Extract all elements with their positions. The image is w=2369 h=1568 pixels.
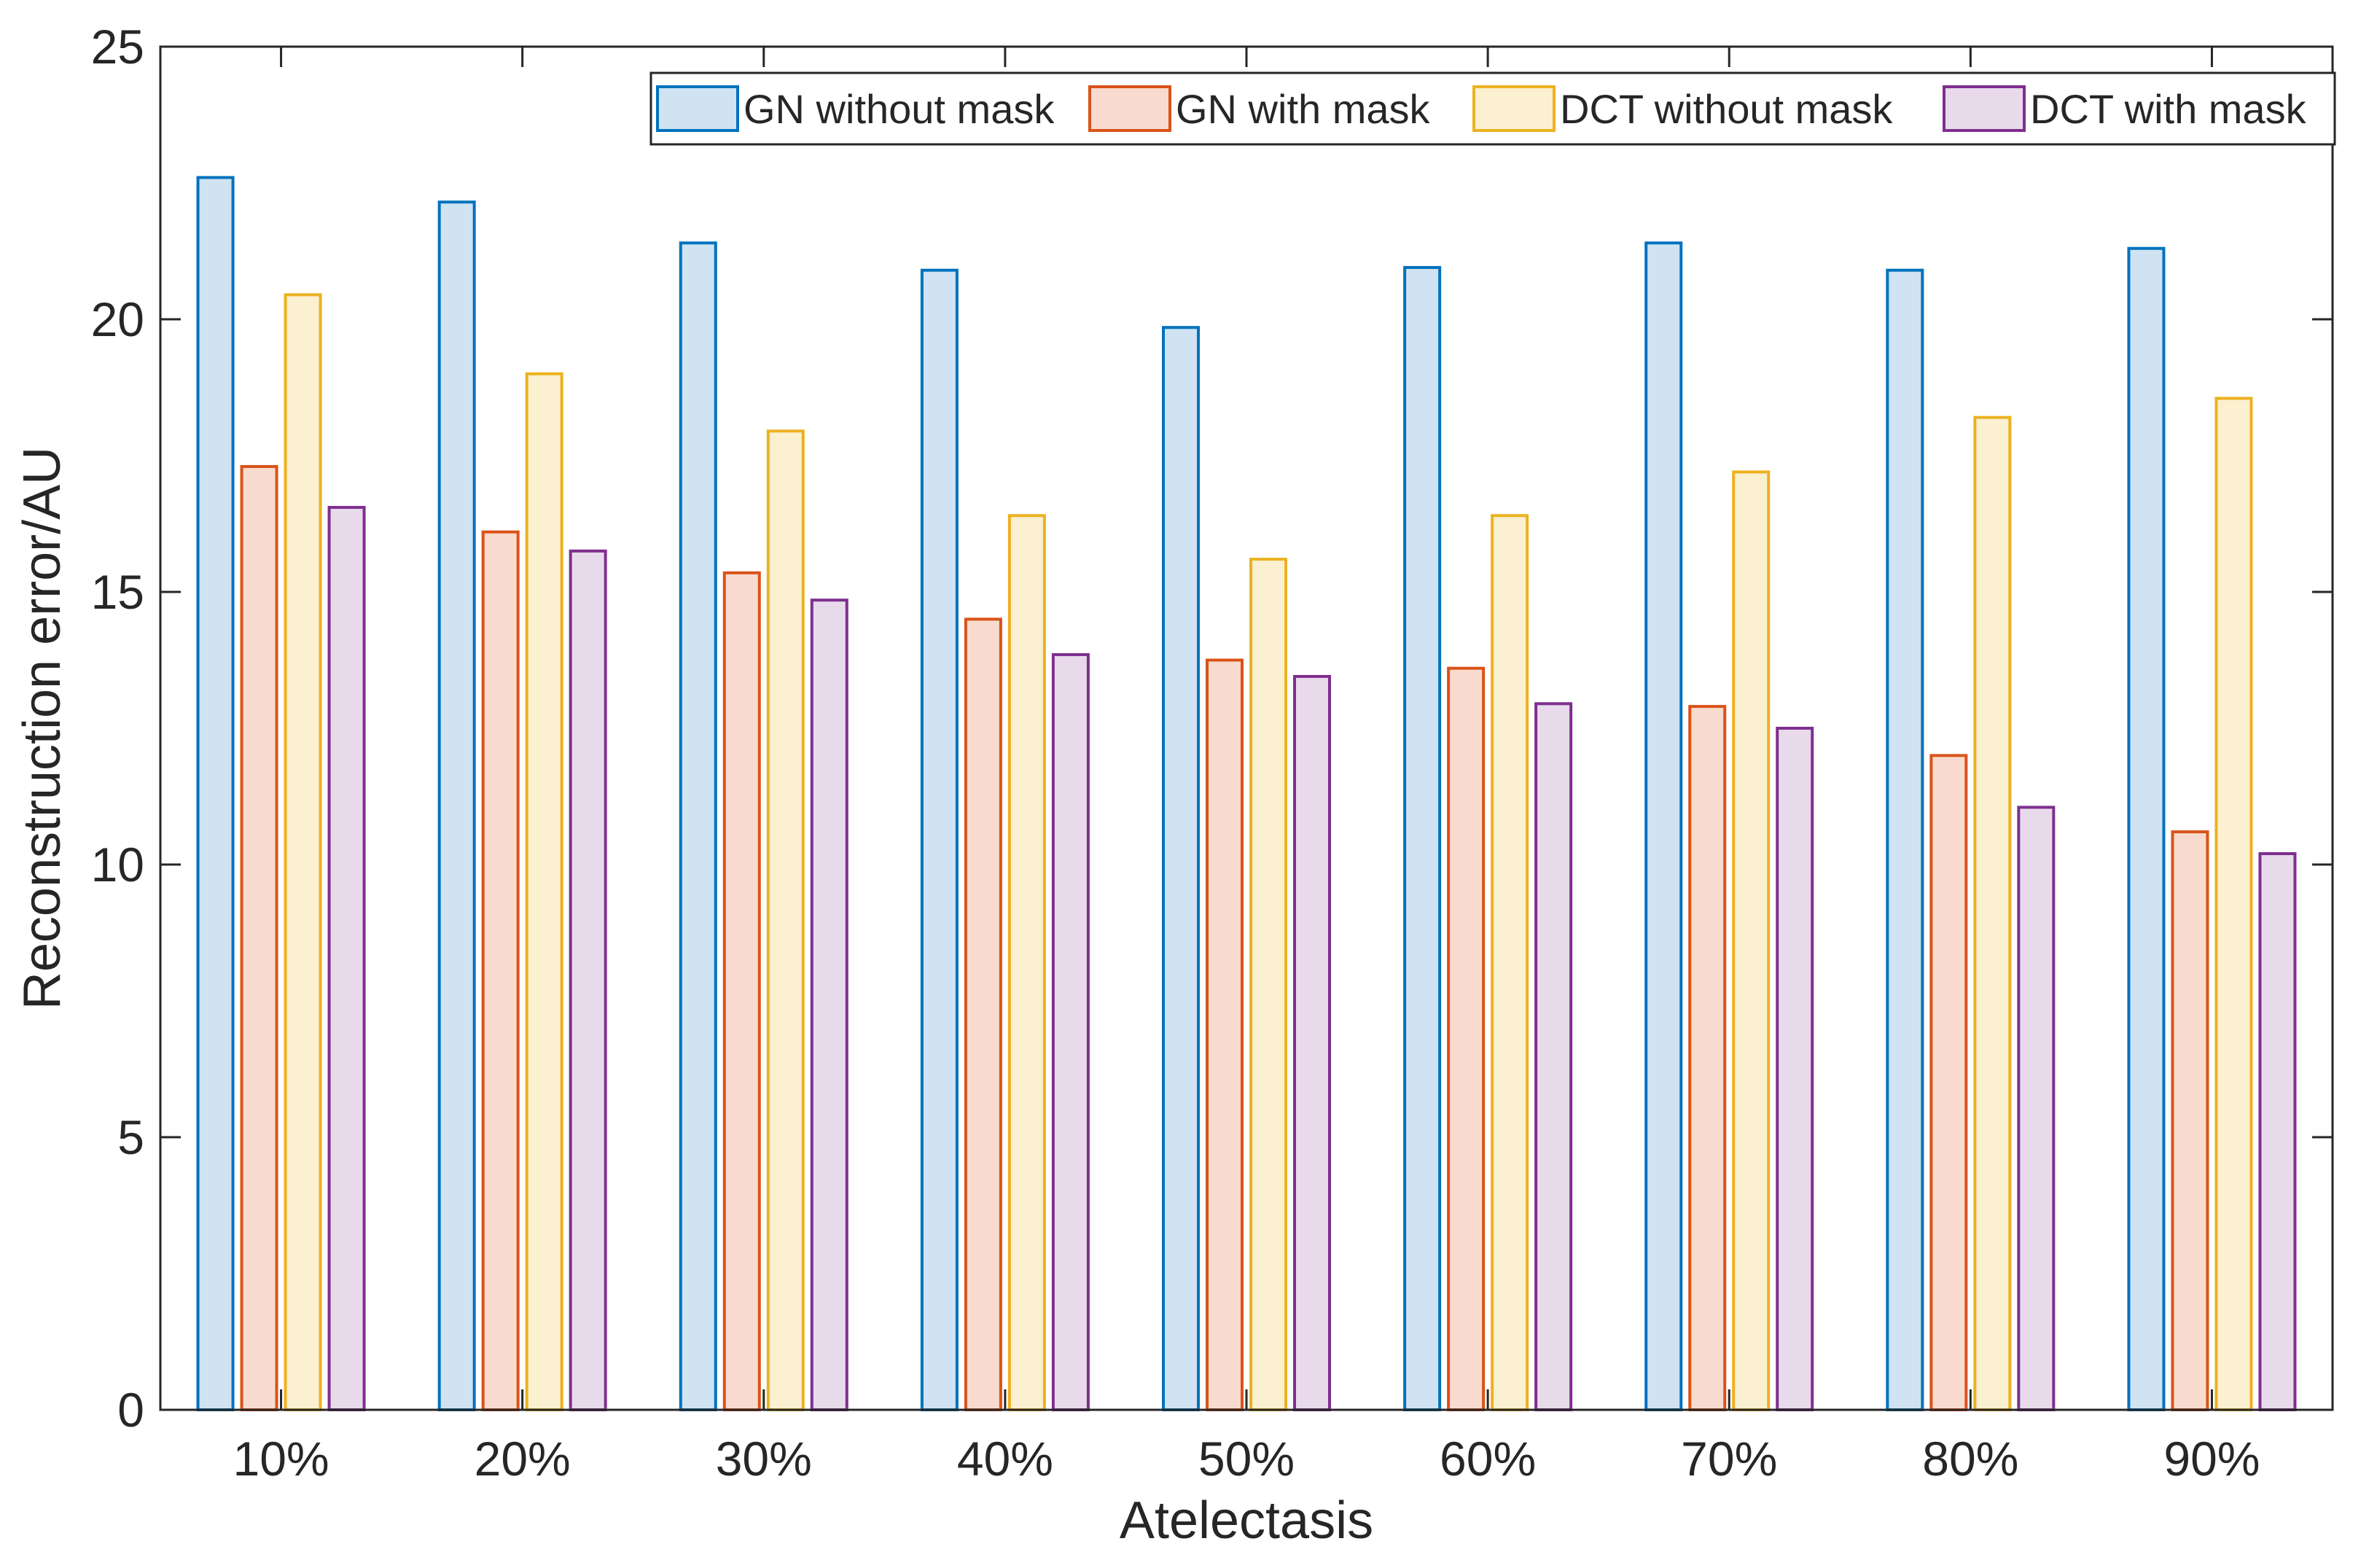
legend-label: DCT with mask	[2030, 86, 2307, 132]
bar-gn-without-mask-40pct	[920, 268, 959, 1411]
bar-dct-with-mask-60pct	[1534, 702, 1573, 1411]
x-tick-label: 20%	[475, 1432, 571, 1486]
bar-gn-with-mask-60pct	[1447, 666, 1486, 1411]
bar-dct-without-mask-50pct	[1249, 558, 1287, 1411]
bar-gn-with-mask-40pct	[964, 617, 1002, 1411]
bar-dct-without-mask-90pct	[2214, 397, 2253, 1412]
bar-gn-without-mask-10pct	[196, 176, 235, 1411]
x-tick-label: 60%	[1440, 1432, 1536, 1486]
x-tick-label: 10%	[233, 1432, 329, 1486]
bar-dct-without-mask-30pct	[766, 429, 805, 1412]
bar-gn-without-mask-60pct	[1403, 265, 1442, 1412]
legend-swatch	[1943, 85, 2026, 132]
bar-gn-with-mask-30pct	[722, 571, 761, 1412]
bar-dct-with-mask-30pct	[810, 598, 848, 1411]
bar-dct-without-mask-60pct	[1491, 514, 1529, 1411]
bars-group	[196, 176, 2297, 1412]
ticks-group: 0 5 10 15 20 25 10% 20% 30% 40% 50% 60% 70% 80% 90%	[91, 20, 2333, 1486]
bar-dct-without-mask-70pct	[1732, 470, 1771, 1412]
bar-gn-without-mask-20pct	[437, 200, 476, 1411]
legend-label: DCT without mask	[1560, 86, 1893, 132]
bar-dct-with-mask-80pct	[2017, 806, 2056, 1411]
bar-gn-with-mask-50pct	[1206, 658, 1244, 1411]
bar-dct-with-mask-50pct	[1293, 674, 1331, 1411]
legend: GN without mask GN with mask DCT without m…	[649, 71, 2336, 146]
x-tick-label: 50%	[1198, 1432, 1295, 1486]
bar-dct-without-mask-10pct	[284, 293, 322, 1412]
y-tick-label: 10	[91, 838, 144, 892]
bar-dct-without-mask-80pct	[1973, 416, 2012, 1411]
bar-gn-without-mask-90pct	[2127, 246, 2166, 1411]
y-tick-label: 15	[91, 565, 144, 619]
bar-dct-with-mask-70pct	[1776, 727, 1814, 1411]
y-axis-label: Reconstruction error/AU	[13, 447, 71, 1010]
plot-border	[159, 45, 2334, 1411]
bar-gn-without-mask-50pct	[1162, 326, 1200, 1412]
plot-area	[160, 47, 2333, 1410]
x-tick-label: 90%	[2163, 1432, 2260, 1486]
legend-label: GN without mask	[744, 86, 1055, 132]
legend-swatch	[656, 85, 739, 132]
y-tick-label: 20	[91, 292, 144, 346]
x-tick-label: 40%	[957, 1432, 1053, 1486]
y-tick-label: 5	[117, 1110, 144, 1164]
bar-dct-with-mask-40pct	[1051, 653, 1090, 1411]
bar-gn-without-mask-80pct	[1886, 268, 1924, 1411]
x-tick-label: 70%	[1681, 1432, 1777, 1486]
bar-gn-with-mask-80pct	[1929, 754, 1968, 1411]
bar-gn-with-mask-90pct	[2171, 830, 2209, 1411]
bar-gn-with-mask-20pct	[481, 530, 520, 1411]
x-tick-label: 80%	[1922, 1432, 2018, 1486]
bar-gn-with-mask-10pct	[240, 464, 278, 1412]
y-tick-label: 0	[117, 1383, 144, 1437]
legend-label: GN with mask	[1176, 86, 1430, 132]
bar-dct-with-mask-10pct	[327, 506, 366, 1411]
bar-dct-with-mask-20pct	[569, 549, 607, 1411]
x-axis-label: Atelectasis	[1120, 1491, 1373, 1550]
y-tick-label: 25	[91, 20, 144, 74]
bar-dct-without-mask-20pct	[525, 372, 563, 1411]
bar-gn-without-mask-30pct	[679, 241, 717, 1411]
x-tick-label: 30%	[716, 1432, 812, 1486]
bar-gn-with-mask-70pct	[1688, 705, 1727, 1411]
bar-gn-without-mask-70pct	[1644, 241, 1683, 1411]
bar-dct-without-mask-40pct	[1007, 514, 1046, 1411]
legend-swatch	[1472, 85, 1556, 132]
legend-swatch	[1088, 85, 1171, 132]
bar-dct-with-mask-90pct	[2258, 852, 2297, 1412]
